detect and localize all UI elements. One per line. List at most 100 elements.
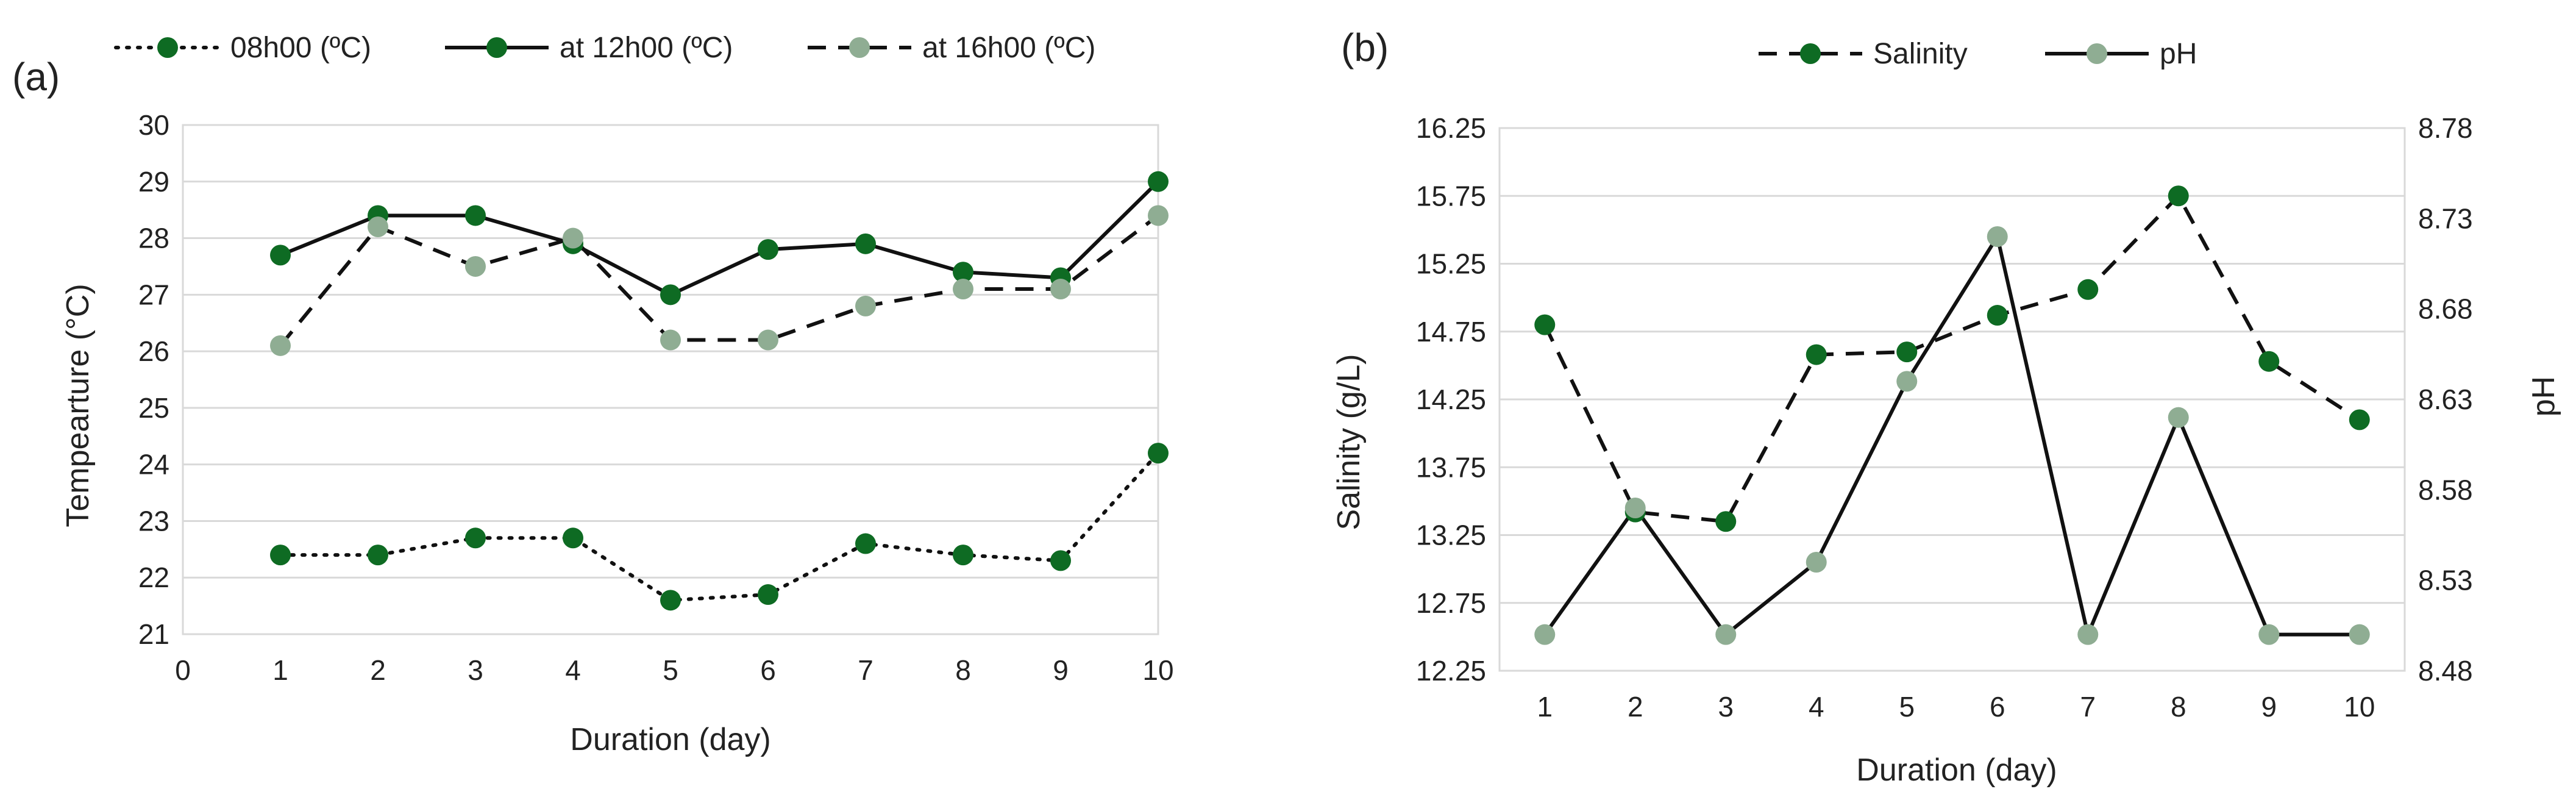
- panel-a-series-2-point-2: [465, 255, 486, 277]
- panel-a-series-1-point-5: [758, 239, 778, 260]
- panel-a-x-tick-8: 8: [955, 654, 971, 686]
- panel-b-x-tick-0: 1: [1537, 691, 1553, 723]
- panel-a-series-line-1: [279, 180, 1160, 297]
- panel-b-legend-marker-1: [2087, 43, 2107, 64]
- panel-a-legend-label-2: at 16h00 (ºC): [922, 32, 1095, 64]
- panel-a-series-0-point-5: [758, 584, 778, 606]
- panel-b-series-1-point-7: [2168, 407, 2189, 428]
- panel-a-series-0-point-7: [953, 545, 973, 566]
- panel-b-x-tick-8: 9: [2261, 691, 2277, 723]
- panel-b-series-0-point-0: [1534, 314, 1556, 335]
- panel-a-series-1-point-0: [270, 245, 291, 266]
- panel-a-series-2-point-9: [1148, 205, 1169, 226]
- panel-a-series-0-point-6: [855, 533, 876, 554]
- panel-a-series-2-point-5: [758, 329, 778, 351]
- panel-a-label: (a): [12, 55, 60, 99]
- panel-b-series-1-point-3: [1806, 552, 1827, 573]
- panel-b-y-tick-4: 14.25: [1416, 384, 1486, 415]
- panel-a-series-0-point-8: [1050, 550, 1071, 571]
- panel-b-series-1-point-5: [1987, 226, 2008, 247]
- panel-a-y-tick-1: 22: [138, 562, 169, 593]
- panel-b-x-tick-9: 10: [2344, 691, 2375, 723]
- panel-b-series-1-point-0: [1534, 624, 1556, 645]
- panel-a-y-tick-3: 24: [138, 449, 169, 481]
- panel-a-series-1-point-6: [855, 233, 876, 254]
- panel-a-legend-label-1: at 12h00 (ºC): [560, 32, 733, 64]
- panel-a-series-0-point-0: [270, 545, 291, 566]
- panel-b-y2-tick-1: 8.53: [2418, 565, 2473, 596]
- panel-b-series-0-point-9: [2349, 409, 2370, 431]
- panel-a-x-tick-1: 1: [272, 654, 288, 686]
- panel-a-y-tick-0: 21: [138, 618, 169, 650]
- panel-b-series-1-point-1: [1624, 498, 1646, 518]
- panel-b-label: (b): [1341, 26, 1389, 70]
- panel-b-legend: Salinity pH: [1759, 38, 2197, 70]
- panel-b-x-tick-4: 5: [1899, 691, 1915, 723]
- panel-b-y2-tick-3: 8.63: [2418, 384, 2473, 415]
- panel-a-legend-label-0: 08h00 (ºC): [230, 32, 371, 64]
- panel-a-series-1-point-7: [953, 262, 973, 283]
- panel-a-series-1-point-4: [660, 284, 681, 305]
- panel-b-y-tick-3: 13.75: [1416, 451, 1486, 483]
- panel-a-legend-marker-2: [849, 37, 870, 58]
- panel-a-series-line-2: [279, 214, 1159, 347]
- panel-b-series-0-point-7: [2168, 185, 2189, 207]
- panel-b-y2-tick-2: 8.58: [2418, 474, 2473, 506]
- panel-a-legend-marker-0: [157, 37, 178, 58]
- panel-b-y2-tick-0: 8.48: [2418, 655, 2473, 687]
- panel-a-legend-item-1: at 12h00 (ºC): [445, 32, 733, 64]
- panel-a-legend: 08h00 (ºC) at 12h00 (ºC) at 16h00 (ºC): [114, 32, 1095, 64]
- panel-b-series-0-point-6: [2077, 279, 2099, 300]
- panel-a-legend-marker-1: [486, 37, 507, 58]
- panel-b-series-0-point-8: [2258, 351, 2280, 372]
- panel-b-y-tick-6: 15.25: [1416, 248, 1486, 280]
- panel-b-series-1-point-9: [2349, 624, 2370, 645]
- panel-b-salinity-ph-chart: (b) 12.25 12.75 13.25 13.75 14.25 14.75 15.25 1…: [1331, 26, 2561, 788]
- panel-b-y-axis-title: Salinity (g/L): [1331, 354, 1367, 531]
- panel-b-series-1-point-6: [2077, 624, 2099, 645]
- panel-a-series-2-point-6: [855, 295, 876, 316]
- panel-b-series-line-0: [1543, 194, 2361, 524]
- panel-b-series-1-point-8: [2258, 624, 2280, 645]
- panel-b-x-tick-1: 2: [1628, 691, 1643, 723]
- panel-b-y2-axis-title: pH: [2526, 376, 2561, 416]
- panel-a-series-1-point-9: [1148, 171, 1169, 192]
- panel-b-series-0-point-5: [1987, 305, 2008, 326]
- panel-a-series-0-point-3: [563, 527, 583, 549]
- panel-b-series-0-point-3: [1806, 344, 1827, 365]
- panel-b-y-tick-2: 13.25: [1416, 520, 1486, 551]
- panel-a-x-tick-3: 3: [468, 654, 483, 686]
- panel-a-series-0-point-4: [660, 590, 681, 611]
- panel-a-x-tick-7: 7: [858, 654, 873, 686]
- panel-a-y-tick-4: 25: [138, 392, 169, 424]
- panel-b-series-1-point-2: [1715, 624, 1737, 645]
- panel-a-y-axis-title: Tempearture (°C): [60, 284, 96, 527]
- panel-b-y-tick-8: 16.25: [1416, 112, 1486, 144]
- panel-b-legend-label-0: Salinity: [1873, 38, 1968, 70]
- panel-a-series-0-point-9: [1148, 443, 1169, 464]
- panel-b-legend-marker-0: [1800, 43, 1821, 64]
- panel-a-series-2-point-4: [660, 329, 681, 351]
- panel-b-series-line-1: [1543, 235, 2360, 637]
- panel-b-legend-item-0: Salinity: [1759, 38, 1968, 70]
- panel-a-x-axis-title: Duration (day): [570, 722, 770, 757]
- panel-a-series-2-point-7: [953, 279, 973, 300]
- panel-b-series-1-point-4: [1896, 371, 1918, 392]
- panel-b-y-tick-7: 15.75: [1416, 180, 1486, 212]
- panel-a-y-tick-7: 28: [138, 223, 169, 254]
- panel-b-series-0-point-2: [1715, 511, 1737, 532]
- panel-b-legend-item-1: pH: [2045, 38, 2197, 70]
- panel-a-y-tick-2: 23: [138, 505, 169, 537]
- panel-b-x-tick-7: 8: [2171, 691, 2186, 723]
- panel-b-y2-tick-5: 8.73: [2418, 202, 2473, 234]
- panel-b-y-tick-1: 12.75: [1416, 587, 1486, 619]
- panel-a-series-1-point-2: [465, 205, 486, 226]
- panel-a-series-0-point-1: [368, 545, 388, 566]
- panel-b-x-tick-3: 4: [1809, 691, 1824, 723]
- panel-b-x-tick-6: 7: [2080, 691, 2096, 723]
- panel-a-series-2-point-8: [1050, 279, 1071, 300]
- panel-a-y-tick-9: 30: [138, 109, 169, 141]
- panel-b-x-tick-5: 6: [1990, 691, 2005, 723]
- panel-b-y2-tick-6: 8.78: [2418, 112, 2473, 144]
